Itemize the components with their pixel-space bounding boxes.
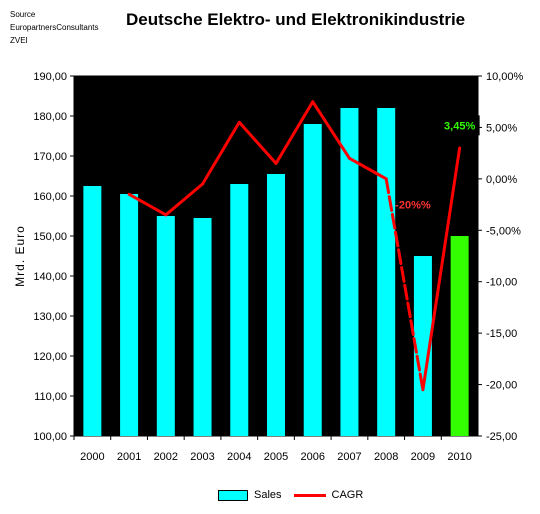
y-axis-label: Mrd. Euro [13, 225, 27, 287]
x-tick-label: 2010 [447, 451, 471, 463]
legend-cagr-label: CAGR [331, 489, 364, 501]
y-tick-label: 110,00 [34, 391, 67, 403]
y2-tick-label: -5,00% [486, 225, 521, 237]
bar [377, 108, 396, 436]
y-tick-label: 190,00 [33, 71, 67, 83]
y-tick-label: 130,00 [33, 311, 67, 323]
bar [340, 108, 359, 436]
legend-cagr-swatch [293, 493, 326, 497]
y2-tick-label: -25,00 [486, 431, 517, 443]
bar [83, 186, 102, 436]
bar [413, 256, 432, 436]
y-tick-label: 140,00 [33, 271, 67, 283]
y-tick-label: 120,00 [33, 351, 67, 363]
y2-tick-label: -20,00 [486, 380, 517, 392]
source-line: EuropartnersConsultants [10, 23, 99, 32]
y-tick-label: 150,00 [33, 231, 67, 243]
source-block: Source EuropartnersConsultants ZVEI [10, 8, 99, 47]
source-line: Source [10, 10, 36, 19]
cagr-line-segment [384, 177, 425, 392]
cagr-line-segment [164, 182, 205, 217]
source-line: ZVEI [10, 36, 28, 45]
bar [267, 174, 285, 436]
y-tick-label: 100,00 [33, 431, 67, 443]
y2-tick-label: -15,00 [486, 328, 517, 340]
bar [303, 124, 322, 436]
bar [156, 216, 175, 436]
x-tick-label: 2002 [154, 451, 178, 463]
chart-title: Deutsche Elektro- und Elektronikindustri… [126, 10, 466, 29]
x-tick-label: 2009 [411, 451, 435, 463]
cagr-line-segment [274, 100, 315, 165]
y2-tick-label: 5,00% [486, 122, 517, 134]
legend-sales-label: Sales [254, 489, 282, 501]
bar [193, 218, 212, 436]
annotation-label: -20%% [395, 200, 431, 212]
bar [450, 236, 469, 436]
annotation-label: 3,45% [444, 120, 475, 132]
cagr-line-segment [127, 192, 168, 217]
y2-tick-label: 10,00% [486, 71, 524, 83]
annotation-box [439, 115, 480, 136]
cagr-line-segment [421, 146, 462, 392]
y-tick-label: 170,00 [33, 151, 67, 163]
y-tick-label: 160,00 [33, 191, 67, 203]
x-tick-label: 2007 [337, 451, 361, 463]
x-tick-label: 2008 [374, 451, 398, 463]
cagr-line-segment [347, 156, 388, 181]
x-tick-label: 2005 [264, 451, 288, 463]
y-tick-label: 180,00 [33, 111, 67, 123]
x-tick-label: 2003 [190, 451, 214, 463]
cagr-line-segment [237, 120, 278, 165]
cagr-line-segment [311, 100, 351, 160]
cagr-line-segment [201, 120, 241, 186]
legend: Sales CAGR [218, 489, 363, 501]
x-tick-label: 2001 [117, 451, 141, 463]
x-tick-label: 2004 [227, 451, 251, 463]
x-tick-label: 2006 [300, 451, 324, 463]
bar [230, 184, 249, 436]
legend-sales-swatch [218, 489, 248, 501]
y2-tick-label: 0,00% [486, 174, 517, 186]
x-tick-label: 2000 [80, 451, 104, 463]
y2-tick-label: -10,00 [486, 277, 517, 289]
bar [120, 194, 139, 436]
